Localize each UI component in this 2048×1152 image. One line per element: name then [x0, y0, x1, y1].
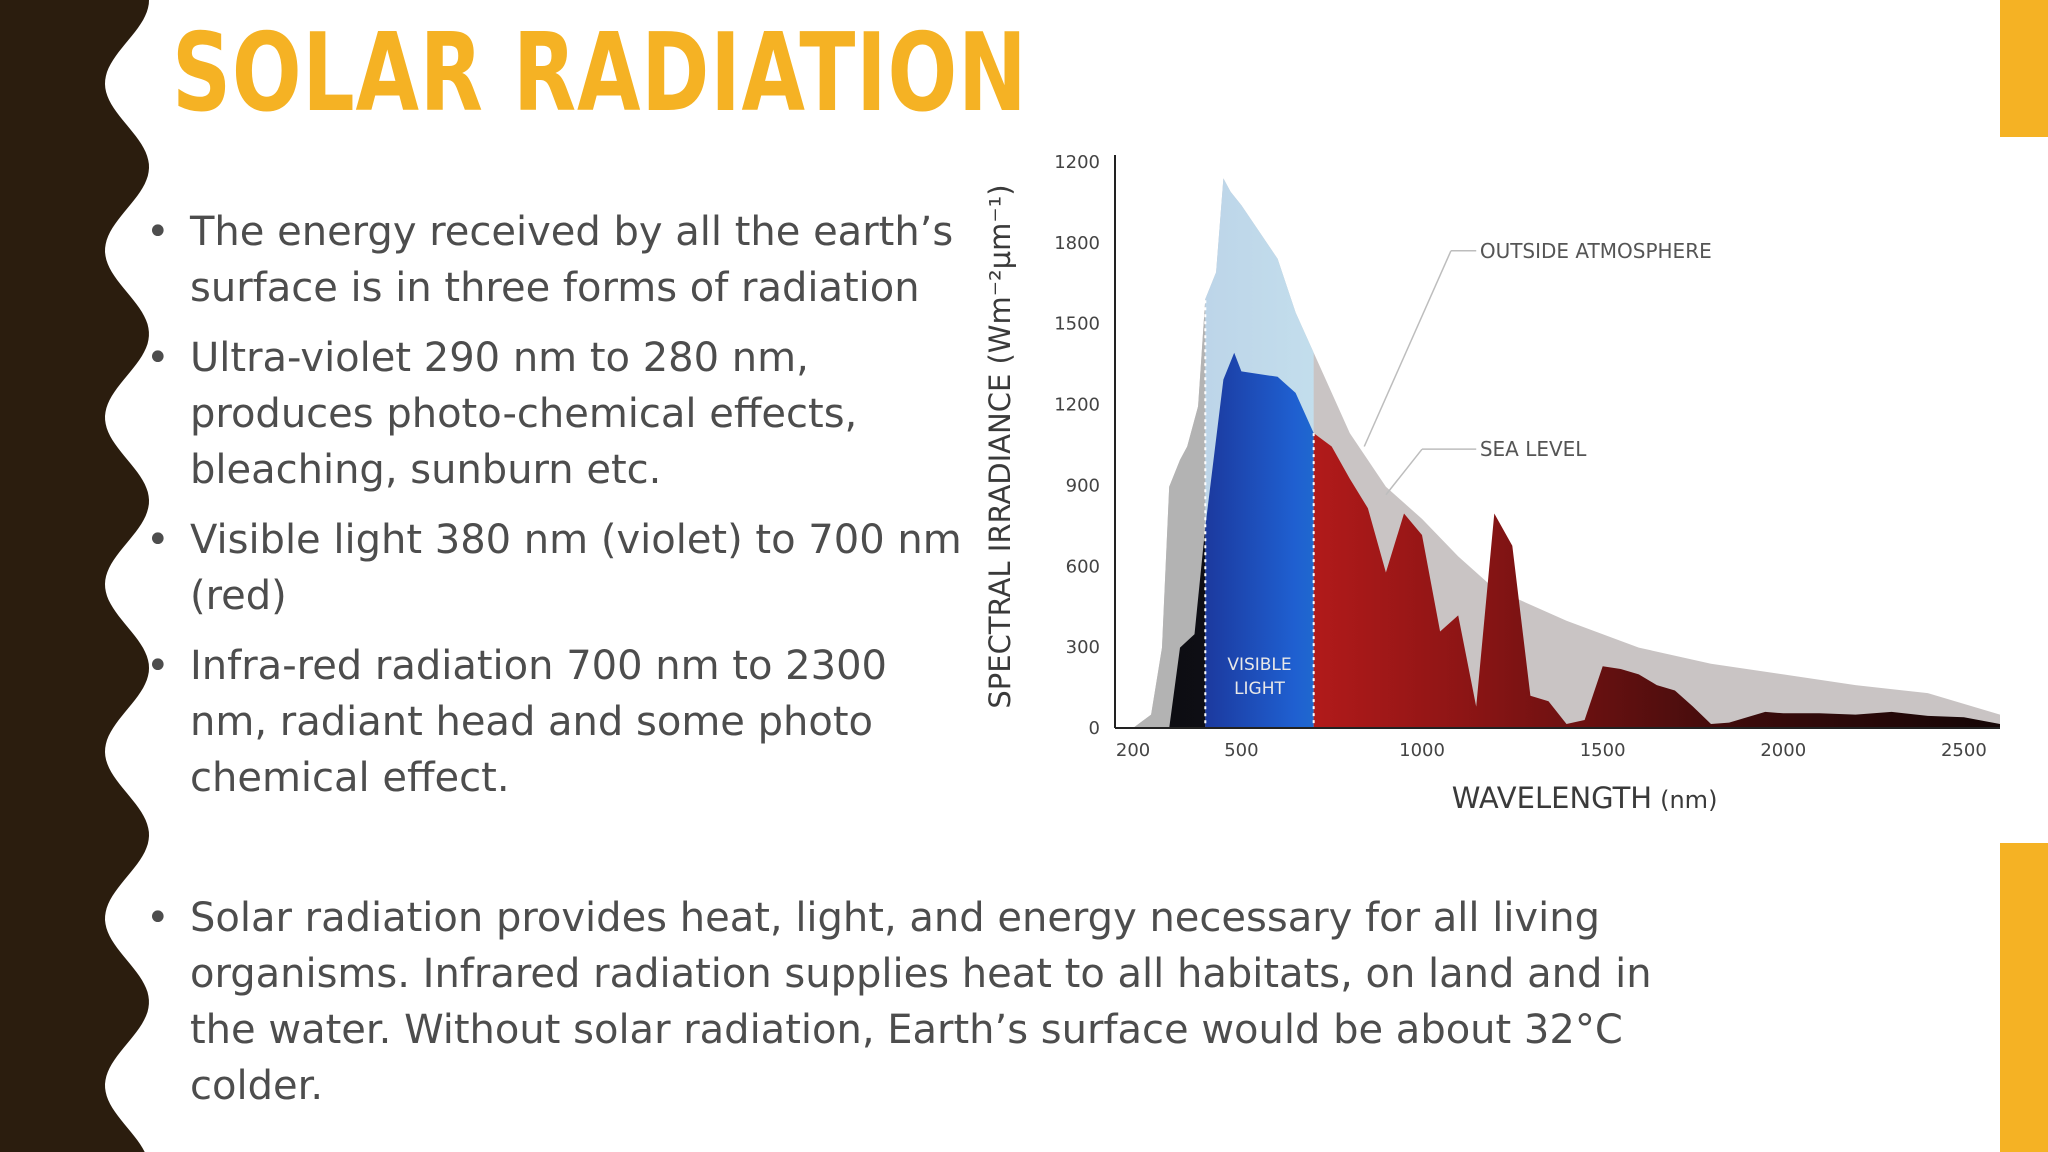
bullet-text: Solar radiation provides heat, light, an… [190, 895, 1652, 1109]
x-tick-label: 1000 [1399, 740, 1445, 761]
bullet-item: • Visible light 380 nm (violet) to 700 nm… [146, 512, 966, 624]
x-tick-label: 500 [1224, 740, 1258, 761]
accent-bar-bottom [2000, 843, 2048, 1152]
bullet-dot: • [146, 517, 170, 563]
y-tick-label: 600 [1066, 556, 1100, 577]
annotation-sea-level: SEA LEVEL [1480, 437, 1587, 461]
annotation-light: LIGHT [1234, 679, 1285, 699]
y-tick-label: 1200 [1054, 395, 1100, 416]
bullet-item: • Solar radiation provides heat, light, a… [146, 890, 1726, 1114]
bullet-dot: • [146, 209, 170, 255]
summary-bullet-list: • Solar radiation provides heat, light, a… [146, 890, 1726, 1114]
x-tick-label: 1500 [1580, 740, 1626, 761]
x-tick-label: 2500 [1941, 740, 1987, 761]
x-tick-label: 200 [1116, 740, 1150, 761]
annotation-visible: VISIBLE [1227, 655, 1291, 675]
wavy-band-shape [0, 0, 149, 1152]
accent-bar-top [2000, 0, 2048, 137]
series-sea-level-infrared [1313, 433, 2000, 728]
x-axis-label-main: WAVELENGTH [1452, 781, 1652, 815]
bullet-item: • The energy received by all the earth’s … [146, 204, 966, 316]
bullet-text: Ultra-violet 290 nm to 280 nm, produces … [190, 335, 858, 493]
x-axis-label: WAVELENGTH (nm) [1452, 781, 1718, 815]
y-axis-label: SPECTRAL IRRADIANCE (Wm⁻²µm⁻¹) [983, 184, 1017, 708]
y-tick-label: 1800 [1054, 233, 1100, 254]
x-axis-label-unit: (nm) [1660, 786, 1717, 814]
y-tick-label: 1500 [1054, 314, 1100, 335]
series-sea-level-uv [1169, 526, 1206, 728]
y-tick-label: 0 [1089, 718, 1100, 739]
bullet-text: Visible light 380 nm (violet) to 700 nm … [190, 517, 962, 619]
bullet-dot: • [146, 895, 170, 941]
annotation-outside-atmosphere: OUTSIDE ATMOSPHERE [1480, 239, 1712, 263]
bullet-text: The energy received by all the earth’s s… [190, 209, 954, 311]
x-tick-label: 2000 [1760, 740, 1806, 761]
y-tick-label: 1200 [1054, 152, 1100, 173]
y-tick-label: 900 [1066, 475, 1100, 496]
bullet-item: • Ultra-violet 290 nm to 280 nm, produces… [146, 330, 966, 498]
spectral-irradiance-chart: 0 300 600 900 1200 1500 1800 1200 200 500 1000 1500… [983, 152, 2000, 815]
bullet-dot: • [146, 643, 170, 689]
decorative-wavy-band [0, 0, 149, 1152]
annotation-leader-sea-level [1385, 448, 1423, 496]
bullet-item: • Infra-red radiation 700 nm to 2300 nm, … [146, 638, 966, 806]
annotation-leader-outside [1363, 250, 1452, 447]
bullet-text: Infra-red radiation 700 nm to 2300 nm, r… [190, 643, 887, 801]
series-outside-uv-region [1133, 298, 1206, 728]
bullet-list: • The energy received by all the earth’s … [146, 204, 966, 820]
bullet-dot: • [146, 335, 170, 381]
slide-title: SOLAR RADIATION [172, 11, 1028, 136]
y-tick-label: 300 [1066, 637, 1100, 658]
series-sea-level-visible [1205, 352, 1314, 728]
